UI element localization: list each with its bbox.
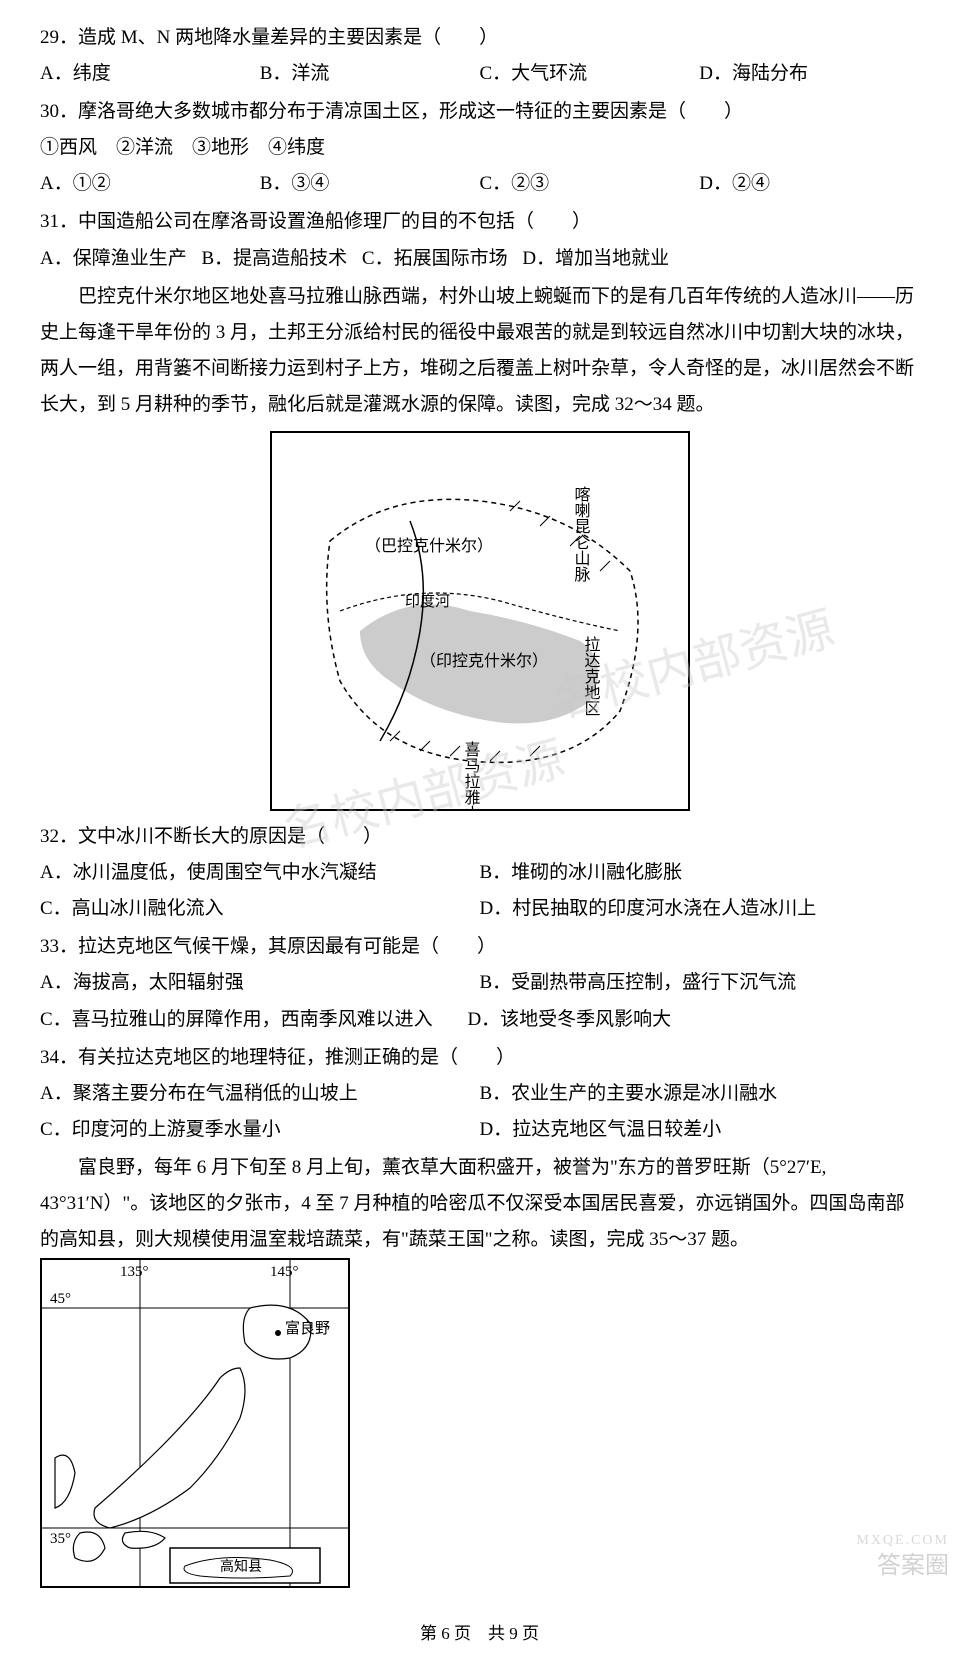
option-c: C．高山冰川融化流入 bbox=[40, 891, 480, 927]
question-options: A．①② B．③④ C．②③ D．②④ bbox=[40, 166, 919, 202]
question-stem: 32．文中冰川不断长大的原因是（ ） bbox=[40, 819, 919, 855]
question-stem: 34．有关拉达克地区的地理特征，推测正确的是（ ） bbox=[40, 1040, 919, 1076]
option-c: C．大气环流 bbox=[480, 56, 700, 92]
question-stem: 30．摩洛哥绝大多数城市都分布于清凉国土区，形成这一特征的主要因素是（ ） bbox=[40, 94, 919, 130]
question-stem: 33．拉达克地区气候干燥，其原因最有可能是（ ） bbox=[40, 929, 919, 965]
option-a: A．纬度 bbox=[40, 56, 260, 92]
option-a: A．聚落主要分布在气温稍低的山坡上 bbox=[40, 1076, 480, 1112]
label-45deg: 45° bbox=[50, 1291, 71, 1307]
option-c: C．喜马拉雅山的屏障作用，西南季风难以进入 bbox=[40, 1009, 433, 1030]
option-b: B．堆砌的冰川融化膨胀 bbox=[480, 855, 920, 891]
label-india-kashmir: （印控克什米尔） bbox=[420, 652, 548, 670]
question-31: 31．中国造船公司在摩洛哥设置渔船修理厂的目的不包括（ ） A．保障渔业生产 B… bbox=[40, 204, 919, 276]
question-circles: ①西风 ②洋流 ③地形 ④纬度 bbox=[40, 130, 919, 166]
question-options-line2: C．喜马拉雅山的屏障作用，西南季风难以进入 D．该地受冬季风影响大 bbox=[40, 1002, 919, 1038]
map-japan: 45° 35° 135° 145° 富良野 高知县 bbox=[40, 1258, 919, 1588]
passage-2: 富良野，每年 6 月下旬至 8 月上旬，薰衣草大面积盛开，被誉为"东方的普罗旺斯… bbox=[40, 1150, 919, 1258]
label-furano: 富良野 bbox=[285, 1319, 330, 1337]
option-a: A．海拔高，太阳辐射强 bbox=[40, 965, 480, 1001]
label-135deg: 135° bbox=[120, 1264, 149, 1280]
option-d: D．海陆分布 bbox=[699, 56, 919, 92]
option-d: D．增加当地就业 bbox=[522, 248, 669, 269]
option-d: D．该地受冬季风影响大 bbox=[467, 1009, 671, 1030]
option-b: B．③④ bbox=[260, 166, 480, 202]
option-b: B．受副热带高压控制，盛行下沉气流 bbox=[480, 965, 920, 1001]
label-indus: 印度河 bbox=[405, 593, 450, 610]
option-b: B．洋流 bbox=[260, 56, 480, 92]
option-c: C．②③ bbox=[480, 166, 700, 202]
question-29: 29．造成 M、N 两地降水量差异的主要因素是（ ） A．纬度 B．洋流 C．大… bbox=[40, 20, 919, 92]
map-kashmir: （巴控克什米尔） （印控克什米尔） 印度河 喀喇昆仑山脉 拉达克地区 喜马拉雅山… bbox=[40, 431, 919, 811]
option-a: A．保障渔业生产 bbox=[40, 248, 187, 269]
question-30: 30．摩洛哥绝大多数城市都分布于清凉国土区，形成这一特征的主要因素是（ ） ①西… bbox=[40, 94, 919, 202]
question-stem: 29．造成 M、N 两地降水量差异的主要因素是（ ） bbox=[40, 20, 919, 56]
label-35deg: 35° bbox=[50, 1531, 71, 1547]
option-a: A．冰川温度低，使周围空气中水汽凝结 bbox=[40, 855, 480, 891]
map-kashmir-svg: （巴控克什米尔） （印控克什米尔） 印度河 喀喇昆仑山脉 拉达克地区 喜马拉雅山… bbox=[270, 431, 690, 811]
option-d: D．拉达克地区气温日较差小 bbox=[480, 1112, 920, 1148]
passage-1: 巴控克什米尔地区地处喜马拉雅山脉西端，村外山坡上蜿蜒而下的是有几百年传统的人造冰… bbox=[40, 279, 919, 423]
question-32: 32．文中冰川不断长大的原因是（ ） A．冰川温度低，使周围空气中水汽凝结 B．… bbox=[40, 819, 919, 927]
question-options: A．海拔高，太阳辐射强 B．受副热带高压控制，盛行下沉气流 bbox=[40, 965, 919, 1001]
question-options: A．聚落主要分布在气温稍低的山坡上 B．农业生产的主要水源是冰川融水 C．印度河… bbox=[40, 1076, 919, 1148]
label-himalaya: 喜马拉雅山脉 bbox=[461, 741, 480, 811]
question-33: 33．拉达克地区气候干燥，其原因最有可能是（ ） A．海拔高，太阳辐射强 B．受… bbox=[40, 929, 919, 1037]
question-options: A．保障渔业生产 B．提高造船技术 C．拓展国际市场 D．增加当地就业 bbox=[40, 241, 919, 277]
option-b: B．农业生产的主要水源是冰川融水 bbox=[480, 1076, 920, 1112]
option-a: A．①② bbox=[40, 166, 260, 202]
label-kunlun: 喀喇昆仑山脉 bbox=[571, 486, 590, 582]
label-pakistan-kashmir: （巴控克什米尔） bbox=[365, 537, 493, 555]
page-footer: 第 6 页 共 9 页 bbox=[40, 1618, 919, 1650]
option-c: C．拓展国际市场 bbox=[362, 248, 508, 269]
label-145deg: 145° bbox=[270, 1264, 299, 1280]
label-kochi: 高知县 bbox=[220, 1558, 262, 1575]
corner-mark: 答案圈 bbox=[877, 1544, 949, 1590]
option-d: D．村民抽取的印度河水浇在人造冰川上 bbox=[480, 891, 920, 927]
option-c: C．印度河的上游夏季水量小 bbox=[40, 1112, 480, 1148]
label-ladakh: 拉达克地区 bbox=[581, 636, 600, 716]
question-34: 34．有关拉达克地区的地理特征，推测正确的是（ ） A．聚落主要分布在气温稍低的… bbox=[40, 1040, 919, 1148]
question-options: A．冰川温度低，使周围空气中水汽凝结 B．堆砌的冰川融化膨胀 C．高山冰川融化流… bbox=[40, 855, 919, 927]
option-b: B．提高造船技术 bbox=[201, 248, 347, 269]
question-options: A．纬度 B．洋流 C．大气环流 D．海陆分布 bbox=[40, 56, 919, 92]
map-japan-svg: 45° 35° 135° 145° 富良野 高知县 bbox=[40, 1258, 350, 1588]
option-d: D．②④ bbox=[699, 166, 919, 202]
question-stem: 31．中国造船公司在摩洛哥设置渔船修理厂的目的不包括（ ） bbox=[40, 204, 919, 240]
